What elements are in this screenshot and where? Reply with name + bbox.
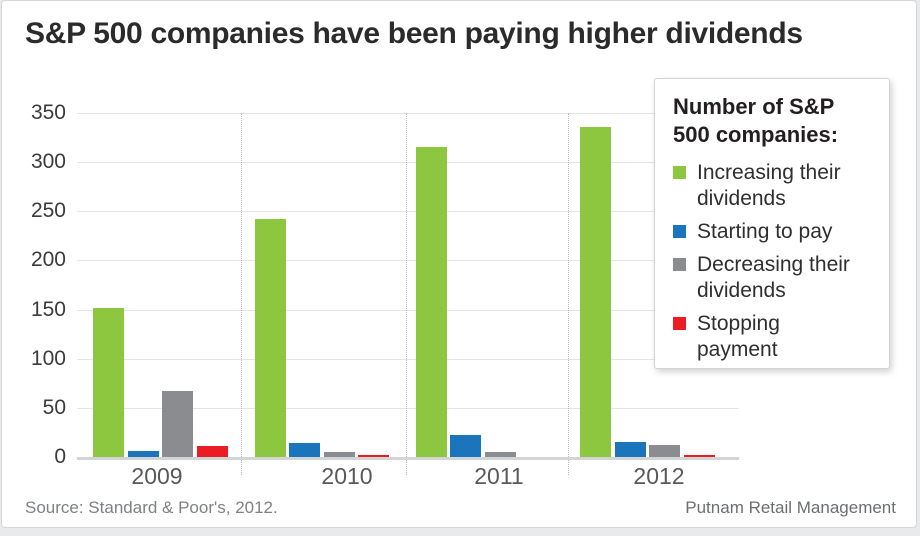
legend: Number of S&P 500 companies: Increasing t… <box>654 78 890 369</box>
bar-increasing-2010 <box>254 219 286 457</box>
bar-decreasing-2011 <box>484 452 516 457</box>
x-axis-label-2009: 2009 <box>131 463 183 489</box>
y-axis-tick-label: 100 <box>30 346 66 370</box>
y-axis-tick-label: 300 <box>30 150 66 174</box>
legend-label: Stopping payment <box>697 312 780 361</box>
legend-items: Increasing their dividends Starting to pay… <box>673 160 879 363</box>
legend-item-decreasing-dividends: Decreasing their dividends <box>673 252 879 304</box>
gridline <box>77 358 739 360</box>
legend-title: Number of S&P 500 companies: <box>673 94 839 147</box>
bar-stopping-2012 <box>683 455 715 457</box>
bar-increasing-2012 <box>580 126 611 457</box>
plot-area: 0 50 100 150 200 250 300 350 2009 2010 2011 2012 <box>2 1 916 527</box>
x-axis-label-2010: 2010 <box>321 463 373 489</box>
category-separator <box>241 113 242 475</box>
legend-item-stopping-payment: Stopping payment <box>673 311 879 363</box>
gridline <box>77 162 739 164</box>
legend-item-increasing-dividends: Increasing their dividends <box>673 160 879 212</box>
y-axis-tick-label: 50 <box>42 395 66 419</box>
gridline <box>77 113 739 114</box>
x-axis-line <box>77 457 739 460</box>
bar-starting-2012 <box>614 442 646 457</box>
branding: Putnam Retail Management <box>685 498 896 517</box>
y-axis-tick-label: 0 <box>54 445 66 468</box>
bar-decreasing-2009 <box>162 391 193 457</box>
bar-stopping-2009 <box>196 446 228 457</box>
stopping-payment-swatch-icon <box>673 317 686 330</box>
category-separator <box>568 113 569 475</box>
legend-label: Starting to pay <box>697 220 833 243</box>
source-note: Source: Standard & Poor's, 2012. <box>25 498 278 517</box>
x-axis-label-2011: 2011 <box>474 463 524 489</box>
increasing-dividends-swatch-icon <box>673 166 686 179</box>
decreasing-dividends-swatch-icon <box>673 258 686 271</box>
gridline <box>77 309 739 311</box>
gridline <box>77 260 739 262</box>
legend-item-starting-to-pay: Starting to pay <box>673 219 879 245</box>
gridline <box>77 211 739 213</box>
bar-increasing-2011 <box>415 147 447 457</box>
bar-increasing-2009 <box>93 307 124 457</box>
gridline <box>77 407 739 409</box>
bar-decreasing-2010 <box>323 452 355 457</box>
bar-decreasing-2012 <box>649 445 680 457</box>
chart-title: S&P 500 companies have been paying highe… <box>25 17 803 50</box>
x-axis-label-2012: 2012 <box>633 463 685 489</box>
bar-starting-2009 <box>127 451 159 457</box>
legend-label: Increasing their dividends <box>697 161 841 210</box>
y-axis-tick-label: 200 <box>30 248 66 272</box>
bar-stopping-2010 <box>358 455 389 457</box>
starting-to-pay-swatch-icon <box>673 225 686 238</box>
y-axis-tick-label: 350 <box>30 101 66 124</box>
legend-label: Decreasing their dividends <box>697 253 850 302</box>
y-axis-tick-label: 150 <box>30 297 66 321</box>
y-axis-tick-label: 250 <box>30 199 66 223</box>
category-separator <box>406 113 407 475</box>
bar-starting-2010 <box>289 443 320 457</box>
bar-starting-2011 <box>450 435 481 457</box>
